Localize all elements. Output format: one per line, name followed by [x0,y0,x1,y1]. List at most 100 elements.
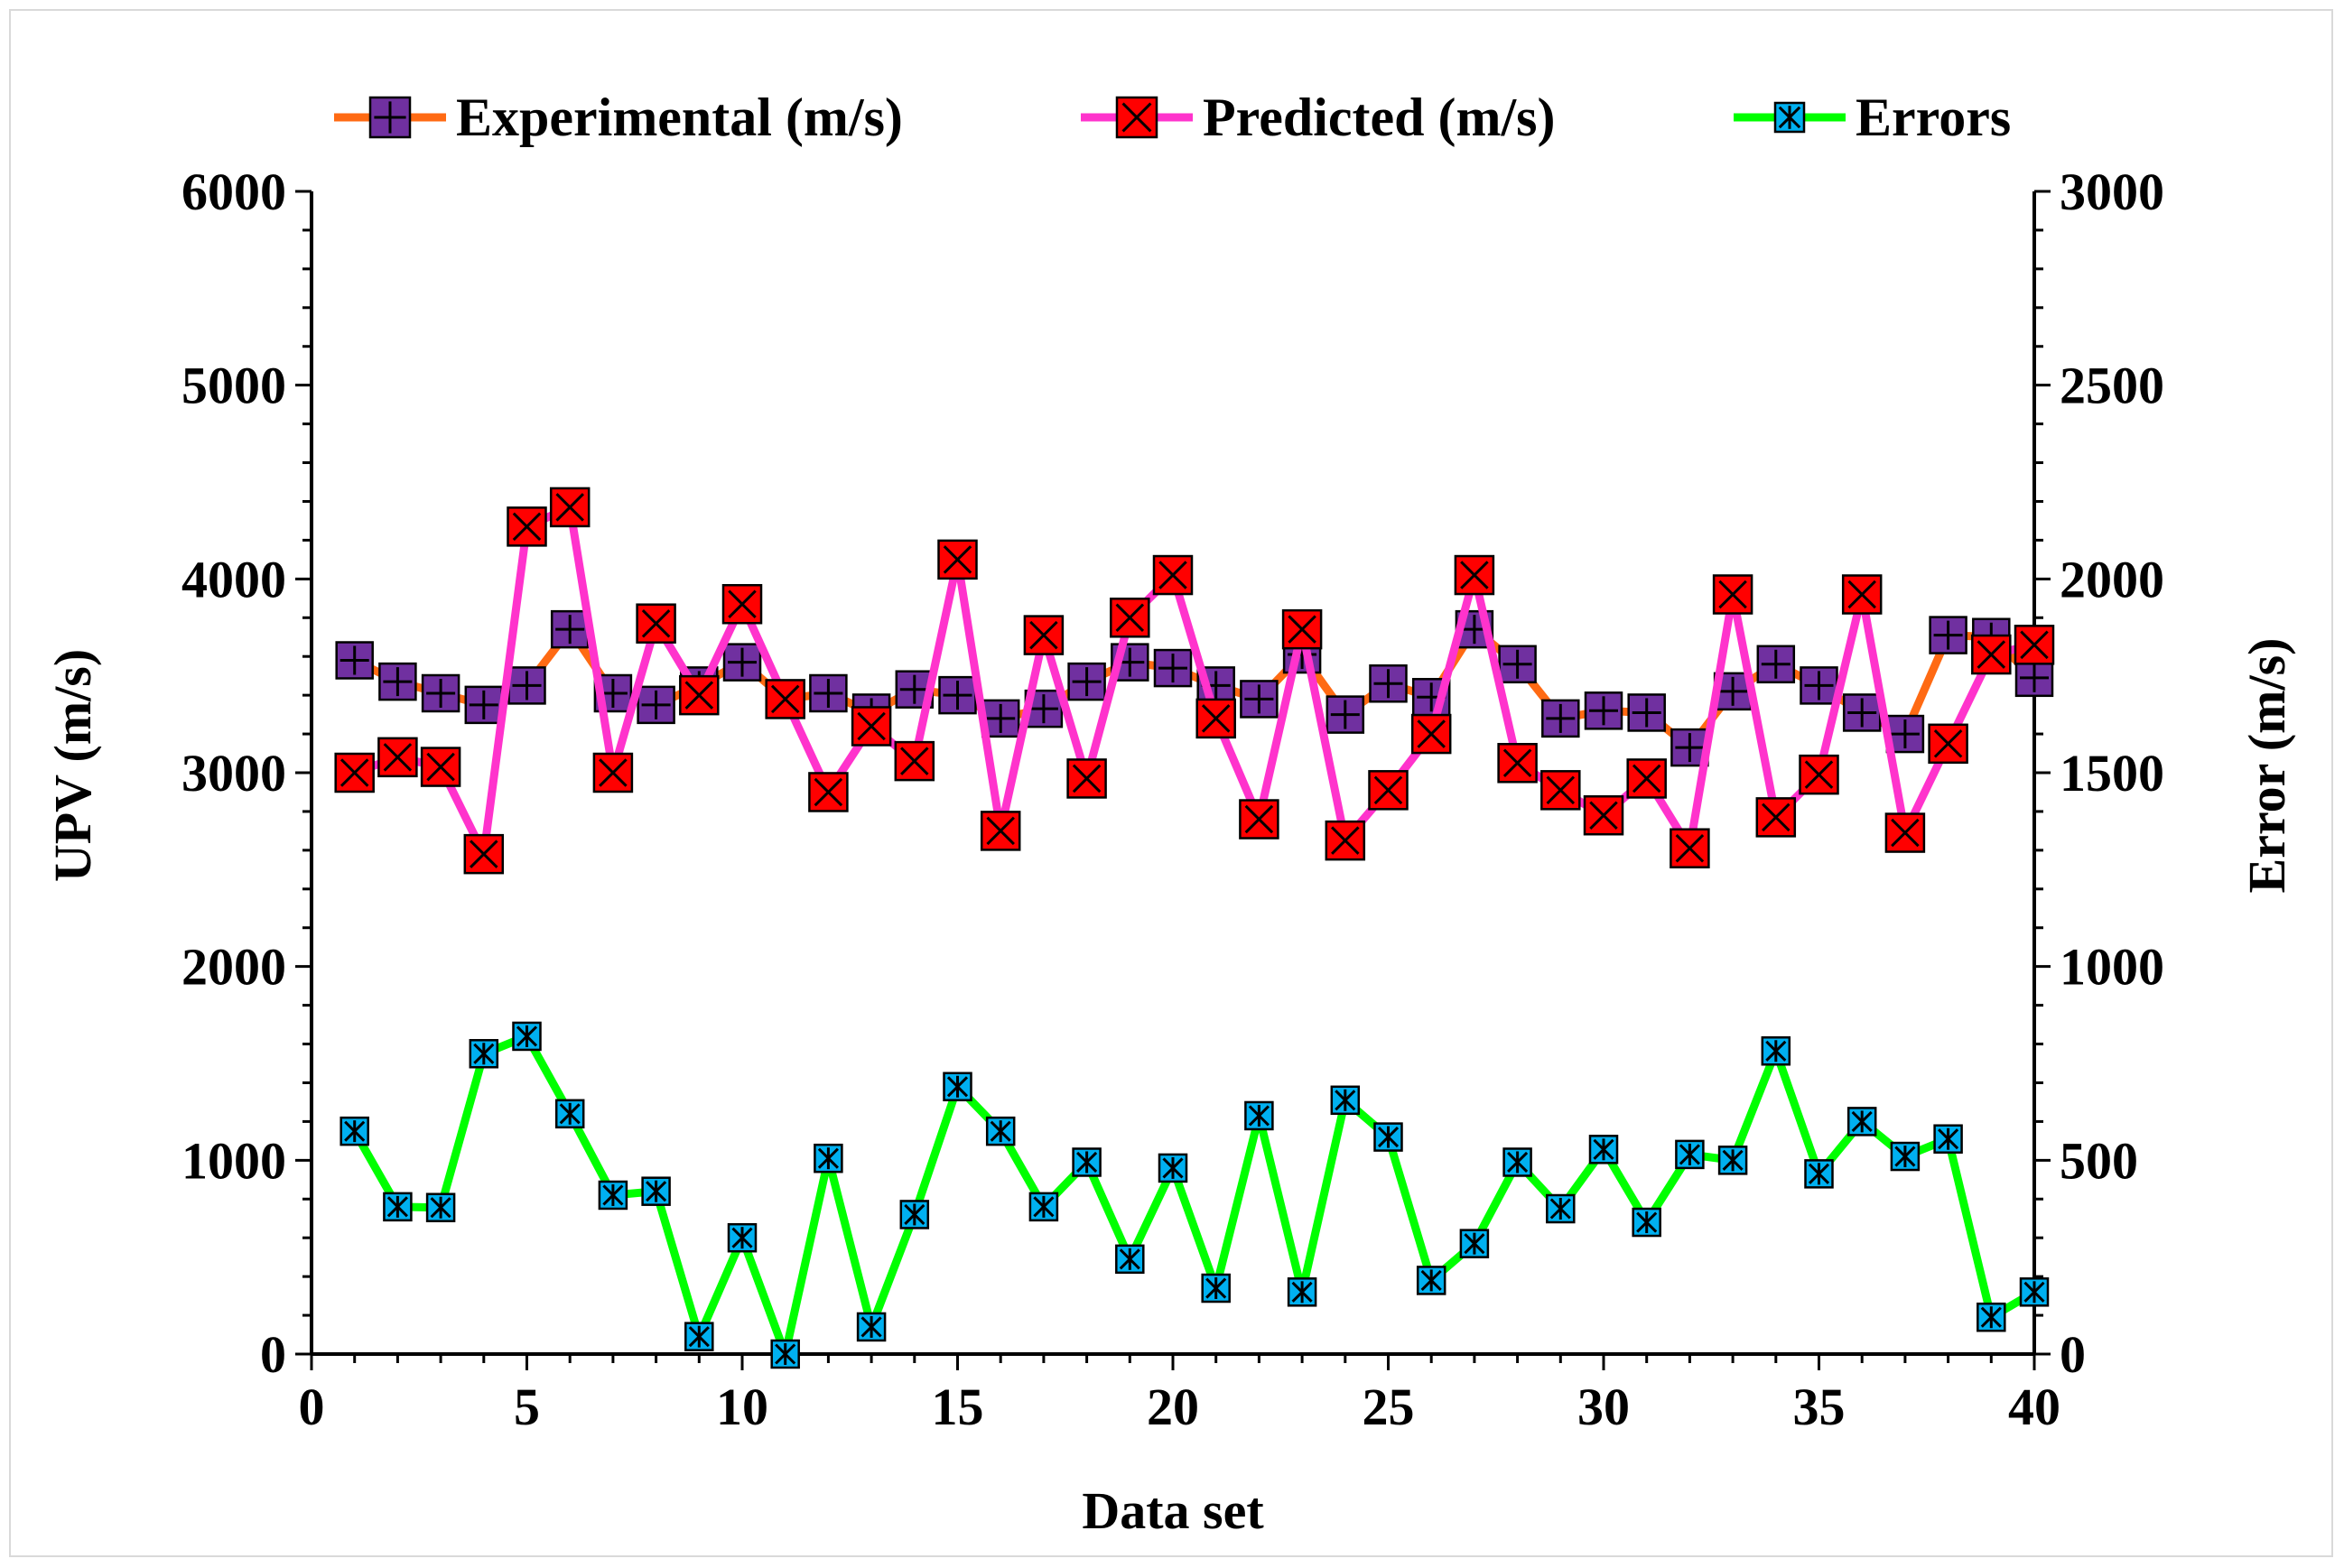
x-tick-label: 15 [932,1378,984,1436]
data-point [1416,1266,1446,1295]
data-point [1670,828,1710,868]
data-point [1588,1135,1619,1164]
data-point [814,1143,843,1174]
data-point [507,666,546,705]
marker-glyph [1891,818,1920,848]
data-point [1067,662,1106,701]
data-point [636,603,676,644]
data-point [1158,1153,1188,1183]
marker-glyph [1029,620,1058,650]
legend-label: Experimental (m/s) [456,88,903,147]
data-point [1842,693,1882,732]
data-point [1369,664,1408,703]
data-point [1325,820,1366,861]
data-point [464,685,504,725]
legend-label: Errors [1856,88,2011,147]
data-point [1368,770,1409,811]
y-tick-label: 4000 [181,550,286,608]
data-point [1066,758,1107,799]
data-point [1115,1244,1145,1275]
marker-glyph [986,816,1015,846]
legend: Experimental (m/s) Predicted (m/s) Errors [334,88,2011,147]
data-point [507,506,547,547]
data-point [421,673,460,713]
y-tick-label: 5000 [181,357,286,415]
data-point [894,740,935,782]
series-line [353,503,2035,858]
data-point [1240,680,1279,719]
marker-glyph [1244,804,1274,834]
data-point [549,487,591,528]
marker-glyph [1933,729,1963,758]
data-point [1454,554,1495,596]
marker-glyph [426,752,455,782]
marker-glyph [1121,102,1152,133]
data-point [420,747,461,787]
data-point [1583,794,1624,836]
data-point [1410,713,1452,755]
data-point [721,583,763,625]
data-point [1756,645,1796,684]
x-tick-label: 0 [299,1378,325,1436]
data-point [1928,723,1968,765]
data-point [1929,616,1967,654]
data-point [938,675,977,715]
data-point [985,1116,1016,1146]
data-point [1977,1302,2006,1332]
series-1 [335,609,2054,767]
marker-glyph [1288,615,1316,644]
data-point [554,1099,585,1129]
data-point [1841,574,1883,615]
marker-glyph [1632,764,1661,793]
y-tick-label: 2000 [181,938,286,997]
y-tick-label: 0 [260,1325,286,1384]
marker-glyph [814,777,843,807]
data-point [722,643,762,682]
y2-axis-title: Error (m/s) [2237,638,2296,894]
data-point [851,706,892,747]
data-point [809,673,848,713]
marker-glyph [770,684,800,714]
marker-glyph [728,589,757,619]
legend-item-1: Experimental (m/s) [334,88,903,147]
data-point [1755,797,1797,838]
data-point [1584,691,1623,730]
data-point [727,1222,758,1253]
data-point [1761,1036,1791,1066]
marker-glyph [900,747,929,775]
data-point [1675,1139,1705,1170]
data-point [1497,743,1538,784]
data-point [679,674,720,716]
series-line [350,1032,2037,1359]
marker-glyph [1847,580,1876,609]
data-point [1800,666,1838,705]
data-point [1502,1147,1532,1177]
data-point [980,811,1021,851]
data-point [1884,812,1926,853]
x-tick-label: 30 [1577,1378,1630,1436]
y-tick-label: 6000 [181,162,286,221]
data-point [1799,754,1839,795]
data-point [1244,1100,1274,1131]
data-point [1546,1193,1576,1224]
data-point [1239,799,1279,840]
legend-marker [368,96,412,139]
data-point [550,609,590,649]
y2-tick-label: 500 [2060,1131,2138,1190]
data-point [637,685,675,725]
marker-glyph [943,545,972,574]
marker-glyph [470,840,498,868]
data-point [1540,770,1581,811]
data-point [1281,608,1323,650]
data-point [425,1192,456,1222]
data-point [1459,1229,1490,1258]
x-tick-label: 40 [2008,1378,2060,1436]
y-axis-title: UPV (m/s) [43,649,102,882]
data-point [765,679,805,719]
series-2 [334,487,2055,875]
marker-glyph [1417,719,1446,748]
marker-glyph [1762,803,1791,832]
legend-label: Predicted (m/s) [1203,88,1555,147]
data-point [1971,634,2012,675]
